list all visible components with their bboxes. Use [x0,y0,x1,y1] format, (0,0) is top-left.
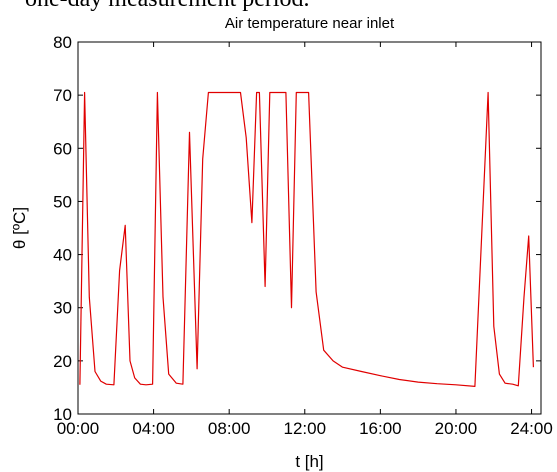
y-tick-label: 50 [53,192,72,211]
x-tick-label: 16:00 [359,419,402,438]
y-tick-label: 20 [53,352,72,371]
document-caption-text: one-day measurement period. [25,0,310,13]
y-tick-label: 60 [53,139,72,158]
x-tick-label: 04:00 [132,419,175,438]
x-tick-label: 24:00 [510,419,553,438]
y-tick-label: 70 [53,86,72,105]
x-tick-label: 20:00 [435,419,478,438]
y-tick-label: 30 [53,299,72,318]
y-tick-label: 80 [53,33,72,52]
temperature-series-line [79,91,534,387]
plot-frame [77,41,542,415]
y-tick-label: 40 [53,246,72,265]
chart-title: Air temperature near inlet [225,15,395,32]
x-tick-label: 08:00 [208,419,251,438]
y-tick-label: 10 [53,405,72,424]
x-tick-label: 00:00 [57,419,100,438]
y-axis-label: θ [ºC] [10,207,29,249]
x-tick-label: 12:00 [284,419,327,438]
x-axis-label: t [h] [295,452,323,471]
